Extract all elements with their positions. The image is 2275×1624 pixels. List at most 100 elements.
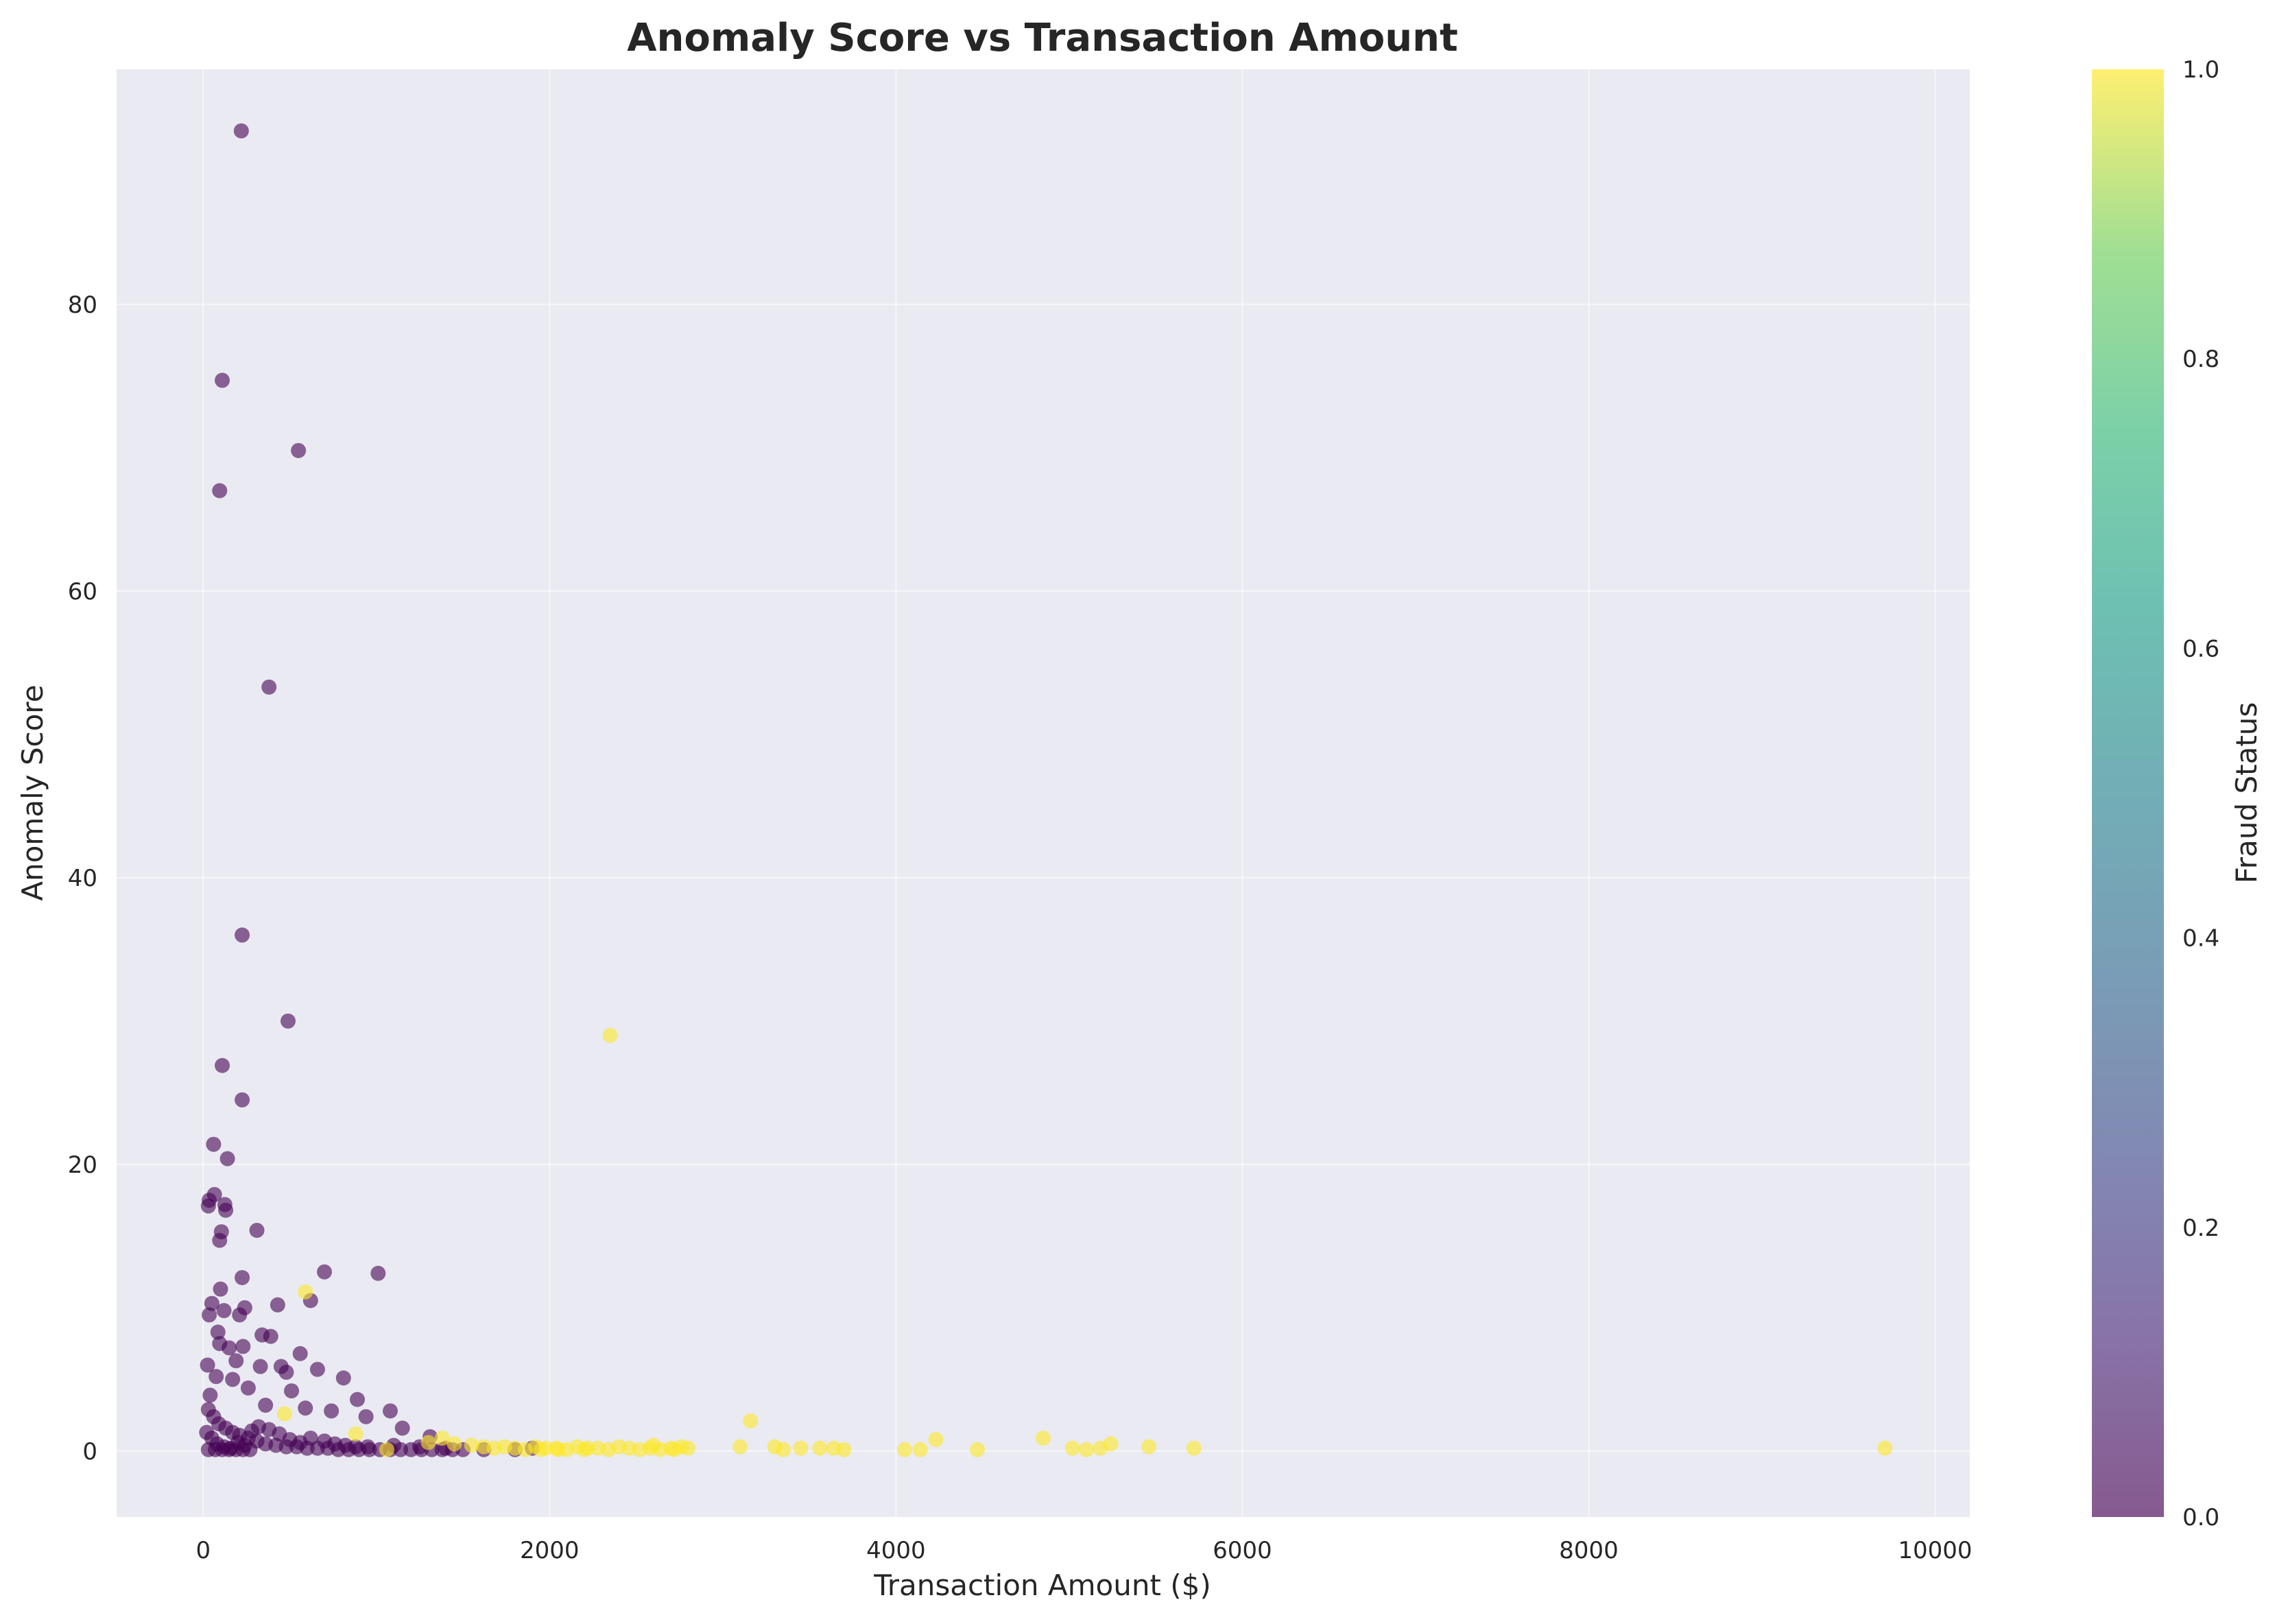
fraud-point (379, 1442, 394, 1457)
x-axis-label: Transaction Amount ($) (873, 1568, 1211, 1602)
colorbar (2092, 69, 2164, 1517)
x-axis-ticks: 0 2000 4000 6000 8000 10000 (195, 1537, 1972, 1564)
y-tick-label: 60 (68, 578, 97, 606)
non-fraud-point (284, 1383, 300, 1399)
non-fraud-point (302, 1431, 318, 1446)
non-fraud-point (233, 123, 249, 139)
non-fraud-point (240, 1380, 256, 1396)
fraud-point (896, 1442, 912, 1457)
fraud-point (836, 1442, 852, 1457)
non-fraud-point (278, 1364, 294, 1380)
non-fraud-point (206, 1136, 222, 1152)
non-fraud-point (204, 1295, 219, 1311)
non-fraud-point (317, 1264, 333, 1280)
non-fraud-point (200, 1357, 215, 1373)
fraud-point (298, 1284, 313, 1300)
non-fraud-point (261, 679, 277, 695)
non-fraud-point (225, 1372, 241, 1387)
non-fraud-point (335, 1370, 351, 1386)
fraud-point (1036, 1431, 1051, 1446)
fraud-point (1064, 1440, 1080, 1456)
fraud-point (1186, 1440, 1202, 1456)
colorbar-tick-label: 0.8 (2182, 346, 2219, 373)
fraud-point (420, 1435, 436, 1450)
non-fraud-point (202, 1387, 218, 1403)
y-tick-label: 20 (68, 1151, 97, 1179)
non-fraud-point (370, 1265, 386, 1281)
fraud-point (667, 1442, 682, 1457)
non-fraud-point (309, 1361, 325, 1377)
non-fraud-point (252, 1359, 268, 1374)
fraud-point (793, 1440, 809, 1456)
fraud-point (550, 1442, 566, 1457)
non-fraud-point (202, 1307, 217, 1323)
non-fraud-point (263, 1328, 278, 1344)
non-fraud-point (212, 1232, 228, 1248)
non-fraud-point (382, 1403, 398, 1419)
colorbar-tick-label: 0.4 (2182, 925, 2219, 953)
fraud-point (276, 1406, 292, 1422)
fraud-point (680, 1440, 696, 1456)
colorbar-tick-label: 0.2 (2182, 1215, 2219, 1242)
fraud-point (812, 1440, 828, 1456)
y-axis-ticks: 0 20 40 60 80 (68, 291, 97, 1466)
non-fraud-point (200, 1198, 216, 1214)
y-axis-label: Anomaly Score (16, 684, 49, 900)
fraud-point (464, 1437, 479, 1453)
x-tick-label: 2000 (520, 1537, 580, 1564)
non-fraud-point (291, 442, 307, 458)
fraud-point (1079, 1442, 1095, 1457)
fraud-point (928, 1432, 944, 1448)
non-fraud-point (213, 1281, 228, 1297)
non-fraud-point (209, 1369, 224, 1385)
non-fraud-point (228, 1353, 244, 1369)
non-fraud-point (206, 1186, 222, 1202)
non-fraud-point (350, 1392, 366, 1407)
colorbar-tick-label: 1.0 (2182, 56, 2219, 84)
non-fraud-point (249, 1222, 265, 1238)
non-fraud-point (235, 1092, 250, 1108)
non-fraud-point (222, 1340, 237, 1356)
fraud-point (434, 1431, 450, 1446)
non-fraud-point (212, 483, 228, 499)
non-fraud-point (215, 1058, 230, 1073)
non-fraud-point (292, 1346, 308, 1361)
non-fraud-point (280, 1013, 296, 1029)
colorbar-tick-label: 0.0 (2182, 1504, 2219, 1531)
x-tick-label: 0 (195, 1537, 211, 1564)
y-tick-label: 40 (68, 865, 97, 892)
x-tick-label: 4000 (866, 1537, 926, 1564)
fraud-point (533, 1442, 549, 1457)
non-fraud-point (219, 1151, 235, 1167)
fraud-point (602, 1027, 618, 1043)
fraud-point (348, 1426, 364, 1442)
fraud-point (970, 1442, 986, 1457)
fraud-point (912, 1442, 928, 1457)
non-fraud-point (235, 1269, 250, 1285)
non-fraud-point (360, 1439, 376, 1455)
plot-area (117, 69, 1970, 1517)
colorbar-ticks: 0.0 0.2 0.4 0.6 0.8 1.0 (2182, 56, 2219, 1531)
non-fraud-point (394, 1420, 410, 1436)
non-fraud-point (235, 927, 250, 943)
x-tick-label: 6000 (1213, 1537, 1272, 1564)
colorbar-label: Fraud Status (2230, 702, 2263, 884)
fraud-point (446, 1436, 462, 1452)
fraud-point (645, 1437, 661, 1453)
fraud-point (743, 1413, 759, 1429)
chart-title: Anomaly Score vs Transaction Amount (627, 16, 1458, 60)
data-points (199, 123, 1893, 1457)
x-tick-label: 10000 (1898, 1537, 1972, 1564)
non-fraud-point (215, 372, 230, 388)
non-fraud-point (258, 1397, 274, 1413)
non-fraud-point (242, 1442, 258, 1457)
non-fraud-point (324, 1403, 340, 1419)
non-fraud-point (298, 1400, 313, 1416)
x-tick-label: 8000 (1559, 1537, 1619, 1564)
non-fraud-point (270, 1297, 285, 1313)
fraud-point (1093, 1440, 1108, 1456)
y-tick-label: 80 (68, 291, 97, 319)
non-fraud-point (235, 1339, 251, 1354)
fraud-point (776, 1442, 791, 1457)
